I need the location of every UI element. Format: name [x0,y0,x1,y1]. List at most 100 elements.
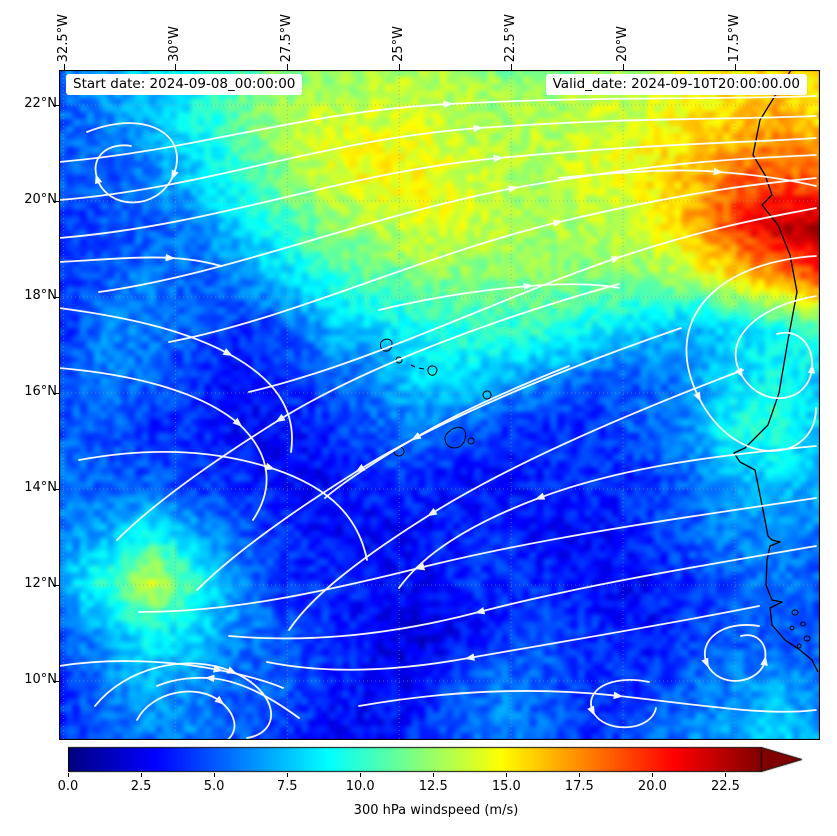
y-tick-mark [53,489,59,490]
streamline [98,154,817,293]
colorbar-tick-mark [68,773,69,777]
streamline [59,253,222,267]
streamline [228,545,817,640]
colorbar-canvas [68,746,808,773]
y-tick-mark [53,105,59,106]
colorbar-tick-mark [652,773,654,777]
streamline [116,283,620,541]
colorbar-tick-label: 0.0 [57,779,79,794]
colorbar-tick-label: 15.0 [491,779,521,794]
y-tick-label: 18°N [24,288,57,303]
colorbar-tick-mark [141,773,143,777]
streamline [685,255,817,452]
y-tick-label: 16°N [24,384,57,399]
coastal-island [789,625,795,631]
y-tick-mark [53,201,59,202]
streamline [59,660,284,689]
streamline [266,605,760,671]
colorbar-tick-mark [506,773,508,777]
island-outline [418,367,425,370]
colorbar-tick-label: 10.0 [345,779,375,794]
colorbar-tick-mark [579,773,581,777]
colorbar-tick-label: 7.5 [276,779,298,794]
streamline [168,177,817,343]
colorbar-tick-mark [287,773,289,777]
streamline [138,497,817,613]
x-tick-mark [63,64,65,70]
plot-border [59,70,820,740]
cape-verde-islands [379,338,492,457]
streamline [59,115,817,201]
x-tick-label: 25°W [391,26,407,62]
streamline [78,450,368,561]
streamline [248,207,817,393]
colorbar-tick-mark [433,773,435,777]
x-tick-label: 30°W [167,26,183,62]
start-date-annotation: Start date: 2024-09-08_00:00:00 [66,74,303,95]
streamline [558,167,817,187]
x-tick-mark [287,64,289,70]
island-outline [444,426,467,449]
x-tick-label: 27.5°W [279,13,295,62]
coastline [733,70,819,673]
colorbar-tick-label: 5.0 [203,779,225,794]
island-outline [467,437,475,445]
island-outline [379,338,393,352]
colorbar-tick-label: 17.5 [564,779,594,794]
x-tick-label: 20°W [615,26,630,62]
coastal-island [796,643,802,649]
streamline [378,282,620,311]
y-tick-label: 10°N [24,672,57,687]
coastal-island [800,621,807,627]
streamline [136,690,236,740]
colorbar-tick-label: 20.0 [637,779,667,794]
island-outline [410,364,416,368]
streamline [587,679,657,729]
x-tick-mark [623,64,624,70]
y-tick-label: 14°N [24,480,57,495]
streamline [324,365,570,499]
streamline [701,624,768,682]
x-tick-label: 22.5°W [503,13,519,62]
colorbar-tick-mark [214,773,216,777]
colorbar-tick-label: 22.5 [710,779,740,794]
y-tick-mark [53,297,59,298]
y-tick-label: 22°N [24,96,57,111]
streamline [86,122,179,204]
x-tick-label: 32.5°W [55,13,71,62]
island-outline [427,365,438,376]
x-tick-mark [399,64,401,70]
x-tick-label: 17.5°W [726,13,742,62]
x-tick-mark [734,64,736,70]
colorbar-tick-label: 2.5 [130,779,152,794]
streamline [94,662,272,739]
streamline [156,674,300,719]
streamline [196,327,682,591]
coastline-path [733,70,819,673]
streamline [59,95,817,163]
y-tick-label: 12°N [24,576,57,591]
x-tick-mark [175,64,177,70]
y-tick-mark [53,681,59,682]
x-tick-mark [511,64,513,70]
map-plot-area: Start date: 2024-09-08_00:00:00 Valid_da… [59,70,820,740]
streamline [59,367,268,521]
streamline [398,445,817,589]
streamlines [59,95,817,740]
streamline [288,369,744,631]
colorbar-label: 300 hPa windspeed (m/s) [353,803,519,818]
streamline [59,137,817,239]
map-overlay [59,70,820,740]
coastal-island [803,635,811,642]
colorbar-tick-mark [360,773,362,777]
y-tick-label: 20°N [24,192,57,207]
colorbar-tick-mark [725,773,727,777]
streamline [358,690,817,713]
y-tick-mark [53,393,59,394]
colorbar-tick-label: 12.5 [418,779,448,794]
streamline [734,295,817,399]
coastal-island [791,609,799,616]
island-outline [482,390,492,400]
valid-date-annotation: Valid_date: 2024-09-10T20:00:00.00 [545,74,807,95]
